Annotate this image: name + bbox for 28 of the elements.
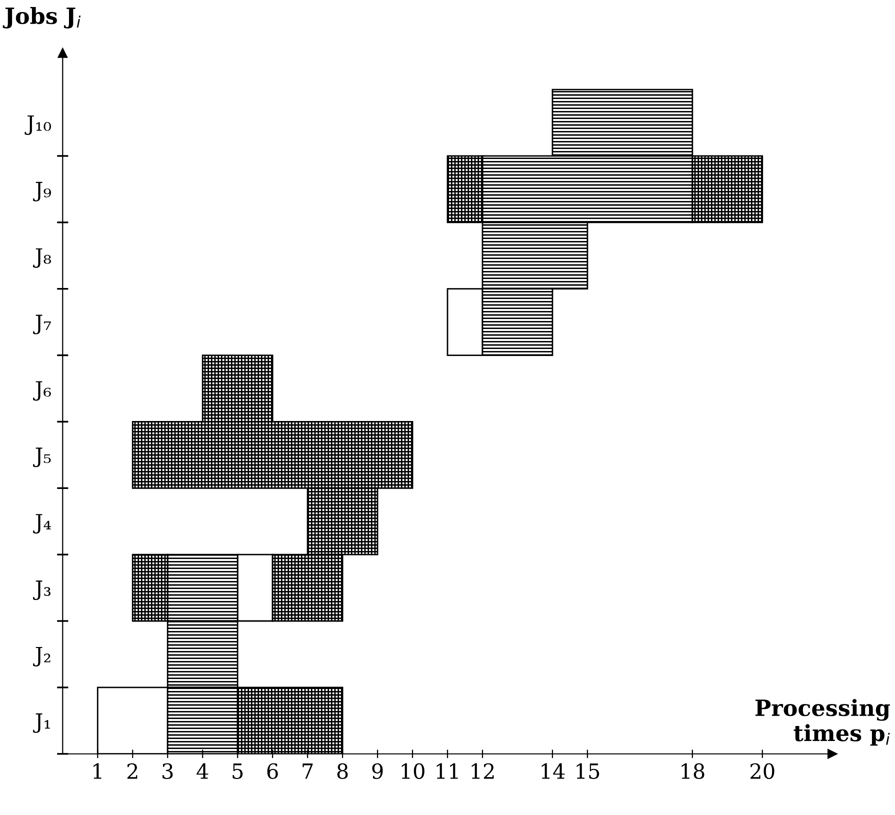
x-tick-label: 1	[94, 763, 102, 779]
x-tick-label: 20	[750, 763, 774, 780]
x-tick-label: 2	[127, 763, 138, 779]
y-tick-label: J₆	[33, 381, 51, 401]
x-tick-label: 7	[302, 764, 313, 779]
x-tick-label: 14	[542, 763, 565, 779]
y-tick-label: J₇	[33, 314, 51, 334]
y-tick-label: J₁	[33, 713, 50, 733]
y-tick-label: J₈	[33, 248, 51, 268]
y-tick-label: J₁₀	[24, 115, 51, 135]
x-tick-label: 10	[402, 763, 424, 780]
x-tick-label: 8	[337, 763, 348, 780]
x-tick-label: 5	[232, 764, 243, 780]
x-axis-title: Processing times p$_{i}$	[755, 698, 890, 746]
x-tick-label: 6	[267, 763, 278, 780]
y-tick-label: J₂	[33, 646, 50, 666]
y-axis-title: Jobs J$_{i}$	[2, 6, 81, 28]
x-tick-label: 12	[472, 763, 494, 779]
x-tick-label: 15	[576, 763, 600, 780]
x-tick-label: 11	[436, 763, 458, 779]
y-tick-label: J₃	[33, 580, 50, 600]
x-tick-label: 4	[196, 763, 208, 779]
x-tick-label: 18	[682, 763, 704, 780]
x-tick-label: 9	[372, 763, 383, 780]
x-tick-label: 3	[162, 763, 173, 780]
y-tick-label: J₄	[33, 514, 51, 534]
y-tick-label: J₉	[33, 182, 52, 202]
y-tick-label: J₅	[33, 448, 51, 468]
